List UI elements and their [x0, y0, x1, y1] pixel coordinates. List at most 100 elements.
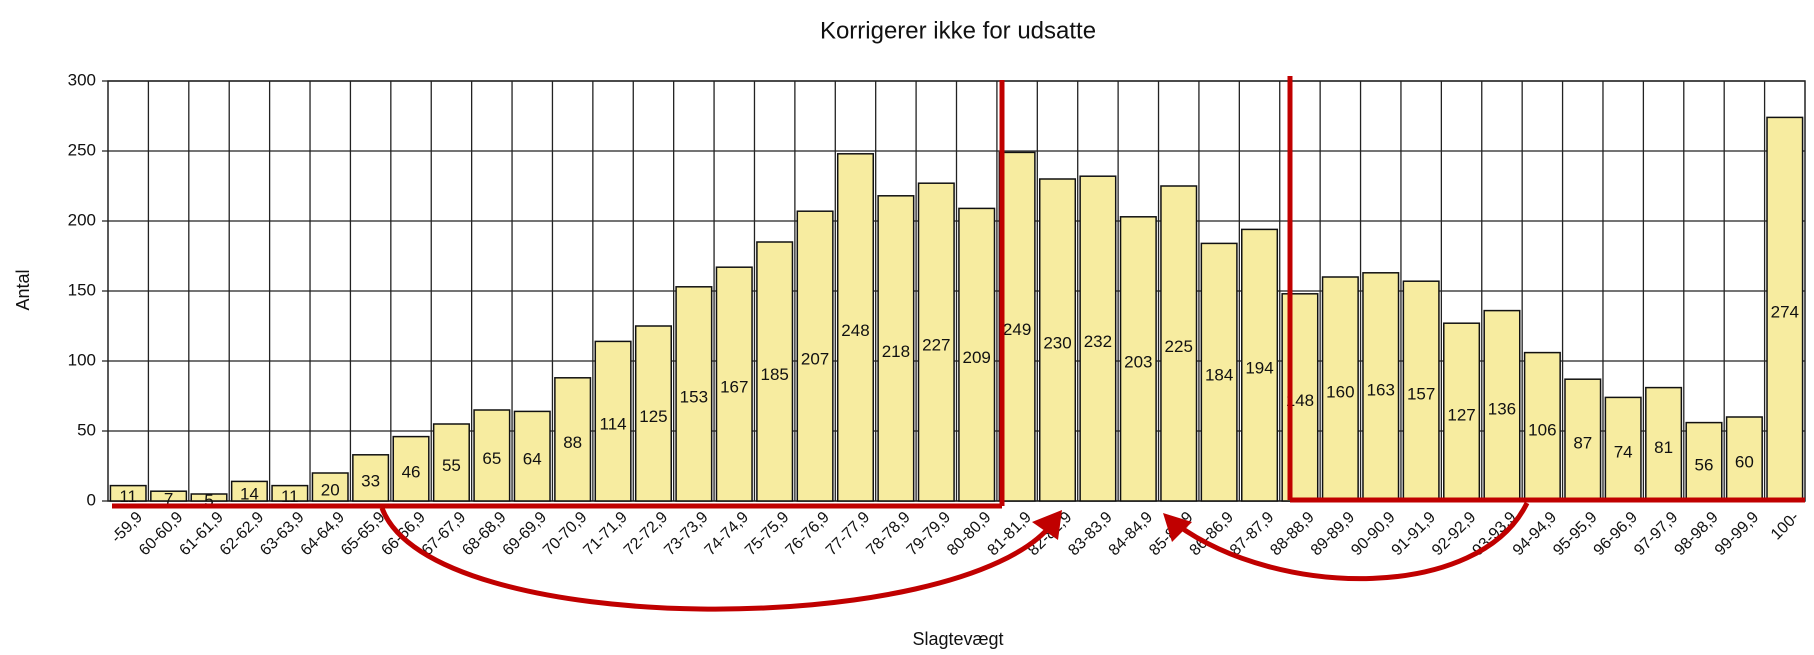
bar: [1200, 242, 1238, 502]
bar: [190, 493, 228, 502]
bar: [352, 454, 390, 502]
data-label: 207: [801, 350, 829, 369]
data-label: 136: [1488, 399, 1516, 418]
bar: [1038, 178, 1077, 502]
x-tick-label: 83-83,9: [1065, 509, 1115, 559]
bar: [877, 195, 915, 502]
bar: [1483, 309, 1521, 502]
data-label: 225: [1165, 337, 1193, 356]
data-label: 20: [321, 480, 340, 499]
x-tick-label: 87-87,9: [1227, 509, 1277, 559]
data-label: 7: [164, 490, 173, 509]
data-label: 209: [963, 348, 991, 367]
data-label: 227: [922, 336, 950, 355]
bar: [1645, 386, 1683, 502]
x-tick-label: 99-99,9: [1712, 509, 1762, 559]
bar: [634, 325, 672, 502]
data-label: 274: [1771, 303, 1799, 322]
x-tick-label: 68-68,9: [459, 509, 509, 559]
x-tick-label: 79-79,9: [904, 509, 954, 559]
data-label: 14: [240, 485, 259, 504]
bar: [1523, 351, 1561, 502]
bar: [1604, 396, 1642, 502]
bar: [513, 410, 551, 502]
x-tick-label: 71-71,9: [580, 509, 630, 559]
data-label: 163: [1367, 380, 1395, 399]
bar: [1402, 280, 1440, 502]
x-tick-label: 84-84,9: [1106, 509, 1156, 559]
data-label: 11: [119, 487, 137, 506]
x-tick-label: 96-96,9: [1591, 509, 1641, 559]
x-tick-label: 73-73,9: [661, 509, 711, 559]
bar: [432, 423, 470, 502]
data-label: 127: [1447, 406, 1475, 425]
data-label: 11: [281, 487, 299, 506]
data-label: 184: [1205, 366, 1233, 385]
y-tick-label: 100: [68, 350, 96, 369]
x-tick-label: 90-90,9: [1348, 509, 1398, 559]
x-tick-label: 65-65,9: [338, 509, 388, 559]
x-tick-label: 97-97,9: [1631, 509, 1681, 559]
x-tick-label: 72-72,9: [621, 509, 671, 559]
data-label: 65: [482, 449, 501, 468]
bar: [917, 182, 955, 502]
x-tick-label: 60-60,9: [136, 509, 186, 559]
data-label: 249: [1003, 320, 1031, 339]
data-label: 88: [563, 433, 582, 452]
data-label: 81: [1654, 438, 1673, 457]
data-label: 5: [204, 491, 213, 510]
x-tick-label: 75-75,9: [742, 509, 792, 559]
arrowhead: [1032, 510, 1062, 540]
x-tick-label: 61-61,9: [176, 509, 226, 559]
bar: [1160, 185, 1198, 502]
y-tick-label: 150: [68, 280, 96, 299]
bar: [109, 484, 147, 502]
data-label: 218: [882, 342, 910, 361]
data-label: 153: [680, 387, 708, 406]
bar: [756, 241, 794, 502]
bar: [1321, 276, 1359, 502]
data-label: 106: [1528, 420, 1556, 439]
x-tick-label: 78-78,9: [863, 509, 913, 559]
x-tick-label: 76-76,9: [783, 509, 833, 559]
data-label: 185: [760, 365, 788, 384]
bar: [594, 340, 632, 502]
bar: [836, 153, 875, 502]
y-tick-label: 0: [87, 490, 96, 509]
arrow: [1174, 501, 1530, 582]
x-tick-label: 91-91,9: [1389, 509, 1439, 559]
data-label: 64: [523, 450, 542, 469]
x-tick-label: 69-69,9: [500, 509, 550, 559]
bar: [675, 286, 713, 502]
data-label: 148: [1286, 391, 1314, 410]
bar: [392, 435, 430, 502]
x-tick-label: 62-62,9: [217, 509, 267, 559]
x-tick-label: 74-74,9: [702, 509, 752, 559]
data-label: 87: [1573, 434, 1592, 453]
bar: [715, 266, 753, 502]
x-tick-label: 95-95,9: [1550, 509, 1600, 559]
data-label: 232: [1084, 332, 1112, 351]
data-label: 56: [1695, 455, 1714, 474]
bar: [1119, 216, 1157, 502]
x-tick-label: 67-67,9: [419, 509, 469, 559]
x-tick-label: 92-92,9: [1429, 509, 1479, 559]
bar: [311, 472, 349, 502]
bar: [1241, 228, 1279, 502]
bar: [554, 377, 592, 502]
x-tick-label: 88-88,9: [1267, 509, 1317, 559]
data-label: 248: [841, 321, 869, 340]
data-label: 125: [639, 407, 667, 426]
y-tick-label: 50: [77, 420, 96, 439]
bar: [271, 484, 309, 502]
x-tick-label: 98-98,9: [1671, 509, 1721, 559]
data-label: 230: [1043, 333, 1071, 352]
data-label: 160: [1326, 382, 1354, 401]
x-tick-label: 89-89,9: [1308, 509, 1358, 559]
bar: [796, 210, 834, 502]
data-label: 74: [1614, 443, 1633, 462]
x-tick-label: 64-64,9: [298, 509, 348, 559]
bar: [230, 480, 268, 502]
x-tick-label: 100-: [1768, 509, 1803, 544]
